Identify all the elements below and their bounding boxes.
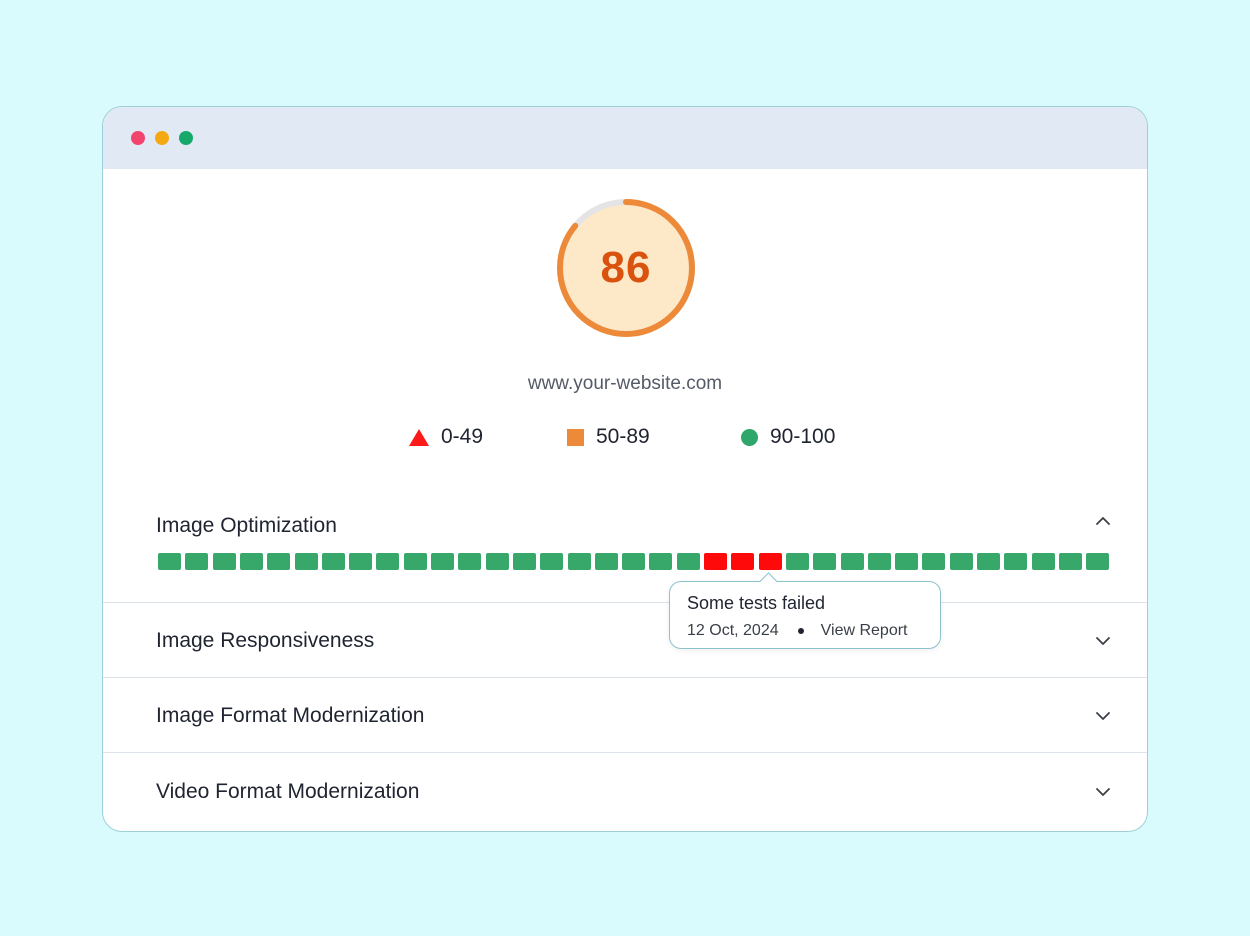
maximize-window-dot[interactable]: [179, 131, 193, 145]
bullet-separator: [797, 628, 804, 634]
close-window-dot[interactable]: [131, 131, 145, 145]
test-segment-passed[interactable]: [567, 553, 591, 570]
legend-item-average: 50-89: [567, 425, 650, 449]
section-title: Video Format Modernization: [156, 780, 420, 803]
legend-label: 0-49: [441, 425, 484, 448]
legend-label: 50-89: [596, 425, 650, 448]
test-segment-passed[interactable]: [649, 553, 673, 570]
test-segment-passed[interactable]: [949, 553, 973, 570]
test-segment-passed[interactable]: [540, 553, 564, 570]
test-segment-passed[interactable]: [403, 553, 427, 570]
test-segment-passed[interactable]: [1086, 553, 1110, 570]
test-segment-passed[interactable]: [485, 553, 509, 570]
test-segment-passed[interactable]: [977, 553, 1000, 570]
test-segment-passed[interactable]: [458, 553, 482, 570]
chevron-down-icon[interactable]: [1095, 708, 1111, 724]
test-segment-passed[interactable]: [840, 553, 864, 570]
browser-window: 86 www.your-website.com 0-49 50-89 90-10…: [102, 106, 1148, 832]
score-arc: [557, 199, 695, 337]
section-title: Image Format Modernization: [156, 704, 425, 727]
test-segment-failed[interactable]: [731, 553, 755, 570]
test-segment-passed[interactable]: [349, 553, 373, 570]
test-segment-passed[interactable]: [512, 553, 536, 570]
legend-item-poor: 0-49: [409, 425, 483, 449]
test-segment-passed[interactable]: [895, 553, 919, 570]
test-segment-passed[interactable]: [813, 553, 837, 570]
test-segment-passed[interactable]: [867, 553, 891, 570]
test-segment-passed[interactable]: [185, 553, 209, 570]
test-segment-passed[interactable]: [239, 553, 263, 570]
test-segment-passed[interactable]: [785, 553, 809, 570]
score-ring: [557, 199, 695, 337]
test-segment-passed[interactable]: [1004, 553, 1028, 570]
section-image-responsiveness[interactable]: Image Responsiveness: [103, 602, 1147, 678]
test-segment-passed[interactable]: [294, 553, 318, 570]
test-segment-passed[interactable]: [267, 553, 291, 570]
minimize-window-dot[interactable]: [155, 131, 169, 145]
square-icon: [567, 428, 584, 446]
chevron-down-icon[interactable]: [1095, 784, 1111, 800]
test-segment-passed[interactable]: [376, 553, 400, 570]
section-title: Image Responsiveness: [156, 629, 375, 652]
score-gauge: 86: [555, 197, 697, 339]
test-results-bar: [158, 553, 1110, 570]
test-segment-passed[interactable]: [622, 553, 646, 570]
tooltip-date: 12 Oct, 2024: [687, 622, 779, 639]
window-titlebar: [103, 107, 1147, 169]
triangle-icon: [409, 428, 429, 446]
test-segment-passed[interactable]: [321, 553, 345, 570]
score-legend: 0-49 50-89 90-100: [103, 425, 1147, 455]
test-segment-passed[interactable]: [922, 553, 946, 570]
chevron-up-icon[interactable]: [1095, 513, 1111, 529]
test-segment-passed[interactable]: [212, 553, 236, 570]
tooltip-title: Some tests failed: [687, 593, 826, 613]
test-segment-failed[interactable]: [704, 553, 727, 570]
test-segment-passed[interactable]: [594, 553, 618, 570]
test-segment-failed[interactable]: [758, 553, 782, 570]
section-image-format-modernization[interactable]: Image Format Modernization: [103, 677, 1147, 753]
score-value: 86: [600, 243, 652, 292]
test-segment-passed[interactable]: [431, 553, 454, 570]
test-tooltip: Some tests failed 12 Oct, 2024 View Repo…: [669, 572, 941, 649]
view-report-link[interactable]: View Report: [820, 622, 908, 639]
section-video-format-modernization[interactable]: Video Format Modernization: [103, 752, 1147, 831]
circle-icon: [741, 428, 758, 446]
legend-label: 90-100: [770, 425, 836, 448]
chevron-down-icon[interactable]: [1095, 633, 1111, 649]
site-url: www.your-website.com: [527, 373, 723, 394]
test-segment-passed[interactable]: [158, 553, 181, 570]
section-image-optimization[interactable]: Image Optimization: [103, 497, 1147, 602]
test-segment-passed[interactable]: [676, 553, 700, 570]
test-segment-passed[interactable]: [1031, 553, 1055, 570]
legend-item-good: 90-100: [741, 425, 835, 449]
tooltip-meta: 12 Oct, 2024 View Report: [687, 622, 907, 640]
test-segment-passed[interactable]: [1058, 553, 1082, 570]
section-title: Image Optimization: [156, 514, 337, 537]
